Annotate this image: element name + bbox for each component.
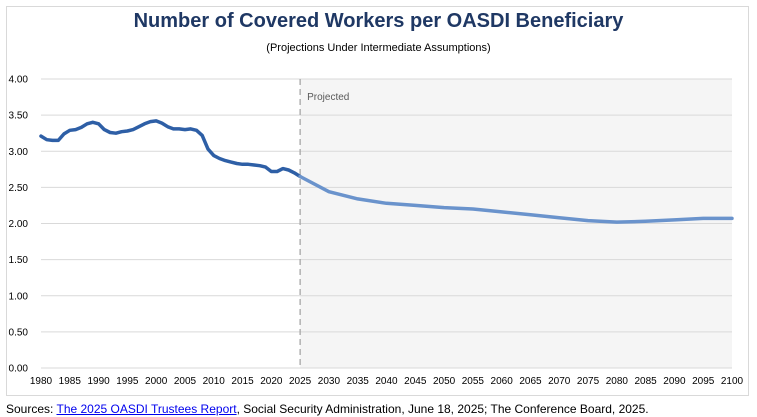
y-tick-label: 4.00 xyxy=(9,75,29,86)
x-tick-label: 2050 xyxy=(433,376,456,387)
y-tick-label: 1.50 xyxy=(9,255,29,266)
x-tick-label: 2035 xyxy=(347,376,370,387)
x-tick-label: 2040 xyxy=(375,376,398,387)
x-tick-label: 2090 xyxy=(663,376,686,387)
y-tick-label: 3.00 xyxy=(9,147,29,158)
x-tick-label: 2085 xyxy=(635,376,658,387)
sources-suffix: , Social Security Administration, June 1… xyxy=(236,402,649,416)
x-tick-label: 2065 xyxy=(519,376,542,387)
x-tick-label: 2015 xyxy=(231,376,254,387)
x-tick-label: 2005 xyxy=(174,376,197,387)
y-tick-label: 1.00 xyxy=(9,291,29,302)
y-tick-label: 3.50 xyxy=(9,111,29,122)
y-tick-label: 2.50 xyxy=(9,183,29,194)
historical-series-line xyxy=(39,119,302,179)
x-tick-label: 2060 xyxy=(491,376,514,387)
x-tick-label: 1985 xyxy=(59,376,82,387)
x-tick-label: 2055 xyxy=(462,376,485,387)
x-tick-label: 1990 xyxy=(87,376,110,387)
x-tick-label: 2095 xyxy=(692,376,715,387)
x-tick-label: 2010 xyxy=(203,376,226,387)
chart-subtitle: (Projections Under Intermediate Assumpti… xyxy=(266,42,491,54)
y-tick-label: 2.00 xyxy=(9,219,29,230)
x-tick-label: 2030 xyxy=(318,376,341,387)
projected-label: Projected xyxy=(307,92,349,103)
x-tick-label: 2000 xyxy=(145,376,168,387)
x-tick-label: 2075 xyxy=(577,376,600,387)
chart-title: Number of Covered Workers per OASDI Bene… xyxy=(133,10,624,32)
x-tick-label: 2070 xyxy=(548,376,571,387)
y-tick-label: 0.00 xyxy=(9,364,29,375)
projected-series-line xyxy=(298,174,734,224)
sources-note: Sources: The 2025 OASDI Trustees Report,… xyxy=(6,402,649,416)
x-tick-label: 2020 xyxy=(260,376,283,387)
x-tick-label: 2045 xyxy=(404,376,427,387)
x-tick-label: 2080 xyxy=(606,376,629,387)
y-tick-label: 0.50 xyxy=(9,327,29,338)
trustees-report-link[interactable]: The 2025 OASDI Trustees Report xyxy=(56,402,237,416)
x-tick-label: 2025 xyxy=(289,376,312,387)
sources-prefix: Sources: xyxy=(6,402,57,416)
x-tick-label: 1980 xyxy=(30,376,53,387)
x-tick-label: 2100 xyxy=(721,376,744,387)
x-tick-label: 1995 xyxy=(116,376,139,387)
